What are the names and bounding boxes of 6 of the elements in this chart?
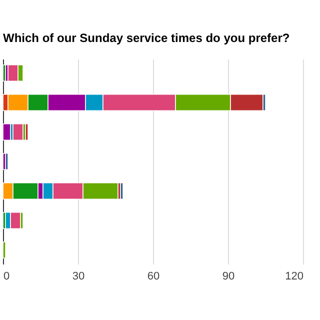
x-tick-label: 120 bbox=[285, 270, 304, 282]
x-tick-label: 0 bbox=[4, 270, 10, 282]
chart-title: Which of our Sunday service times do you prefer? bbox=[3, 31, 290, 45]
x-tick-label: 90 bbox=[222, 270, 235, 282]
x-tick-label: 60 bbox=[147, 270, 160, 282]
x-tick-label: 30 bbox=[72, 270, 85, 282]
